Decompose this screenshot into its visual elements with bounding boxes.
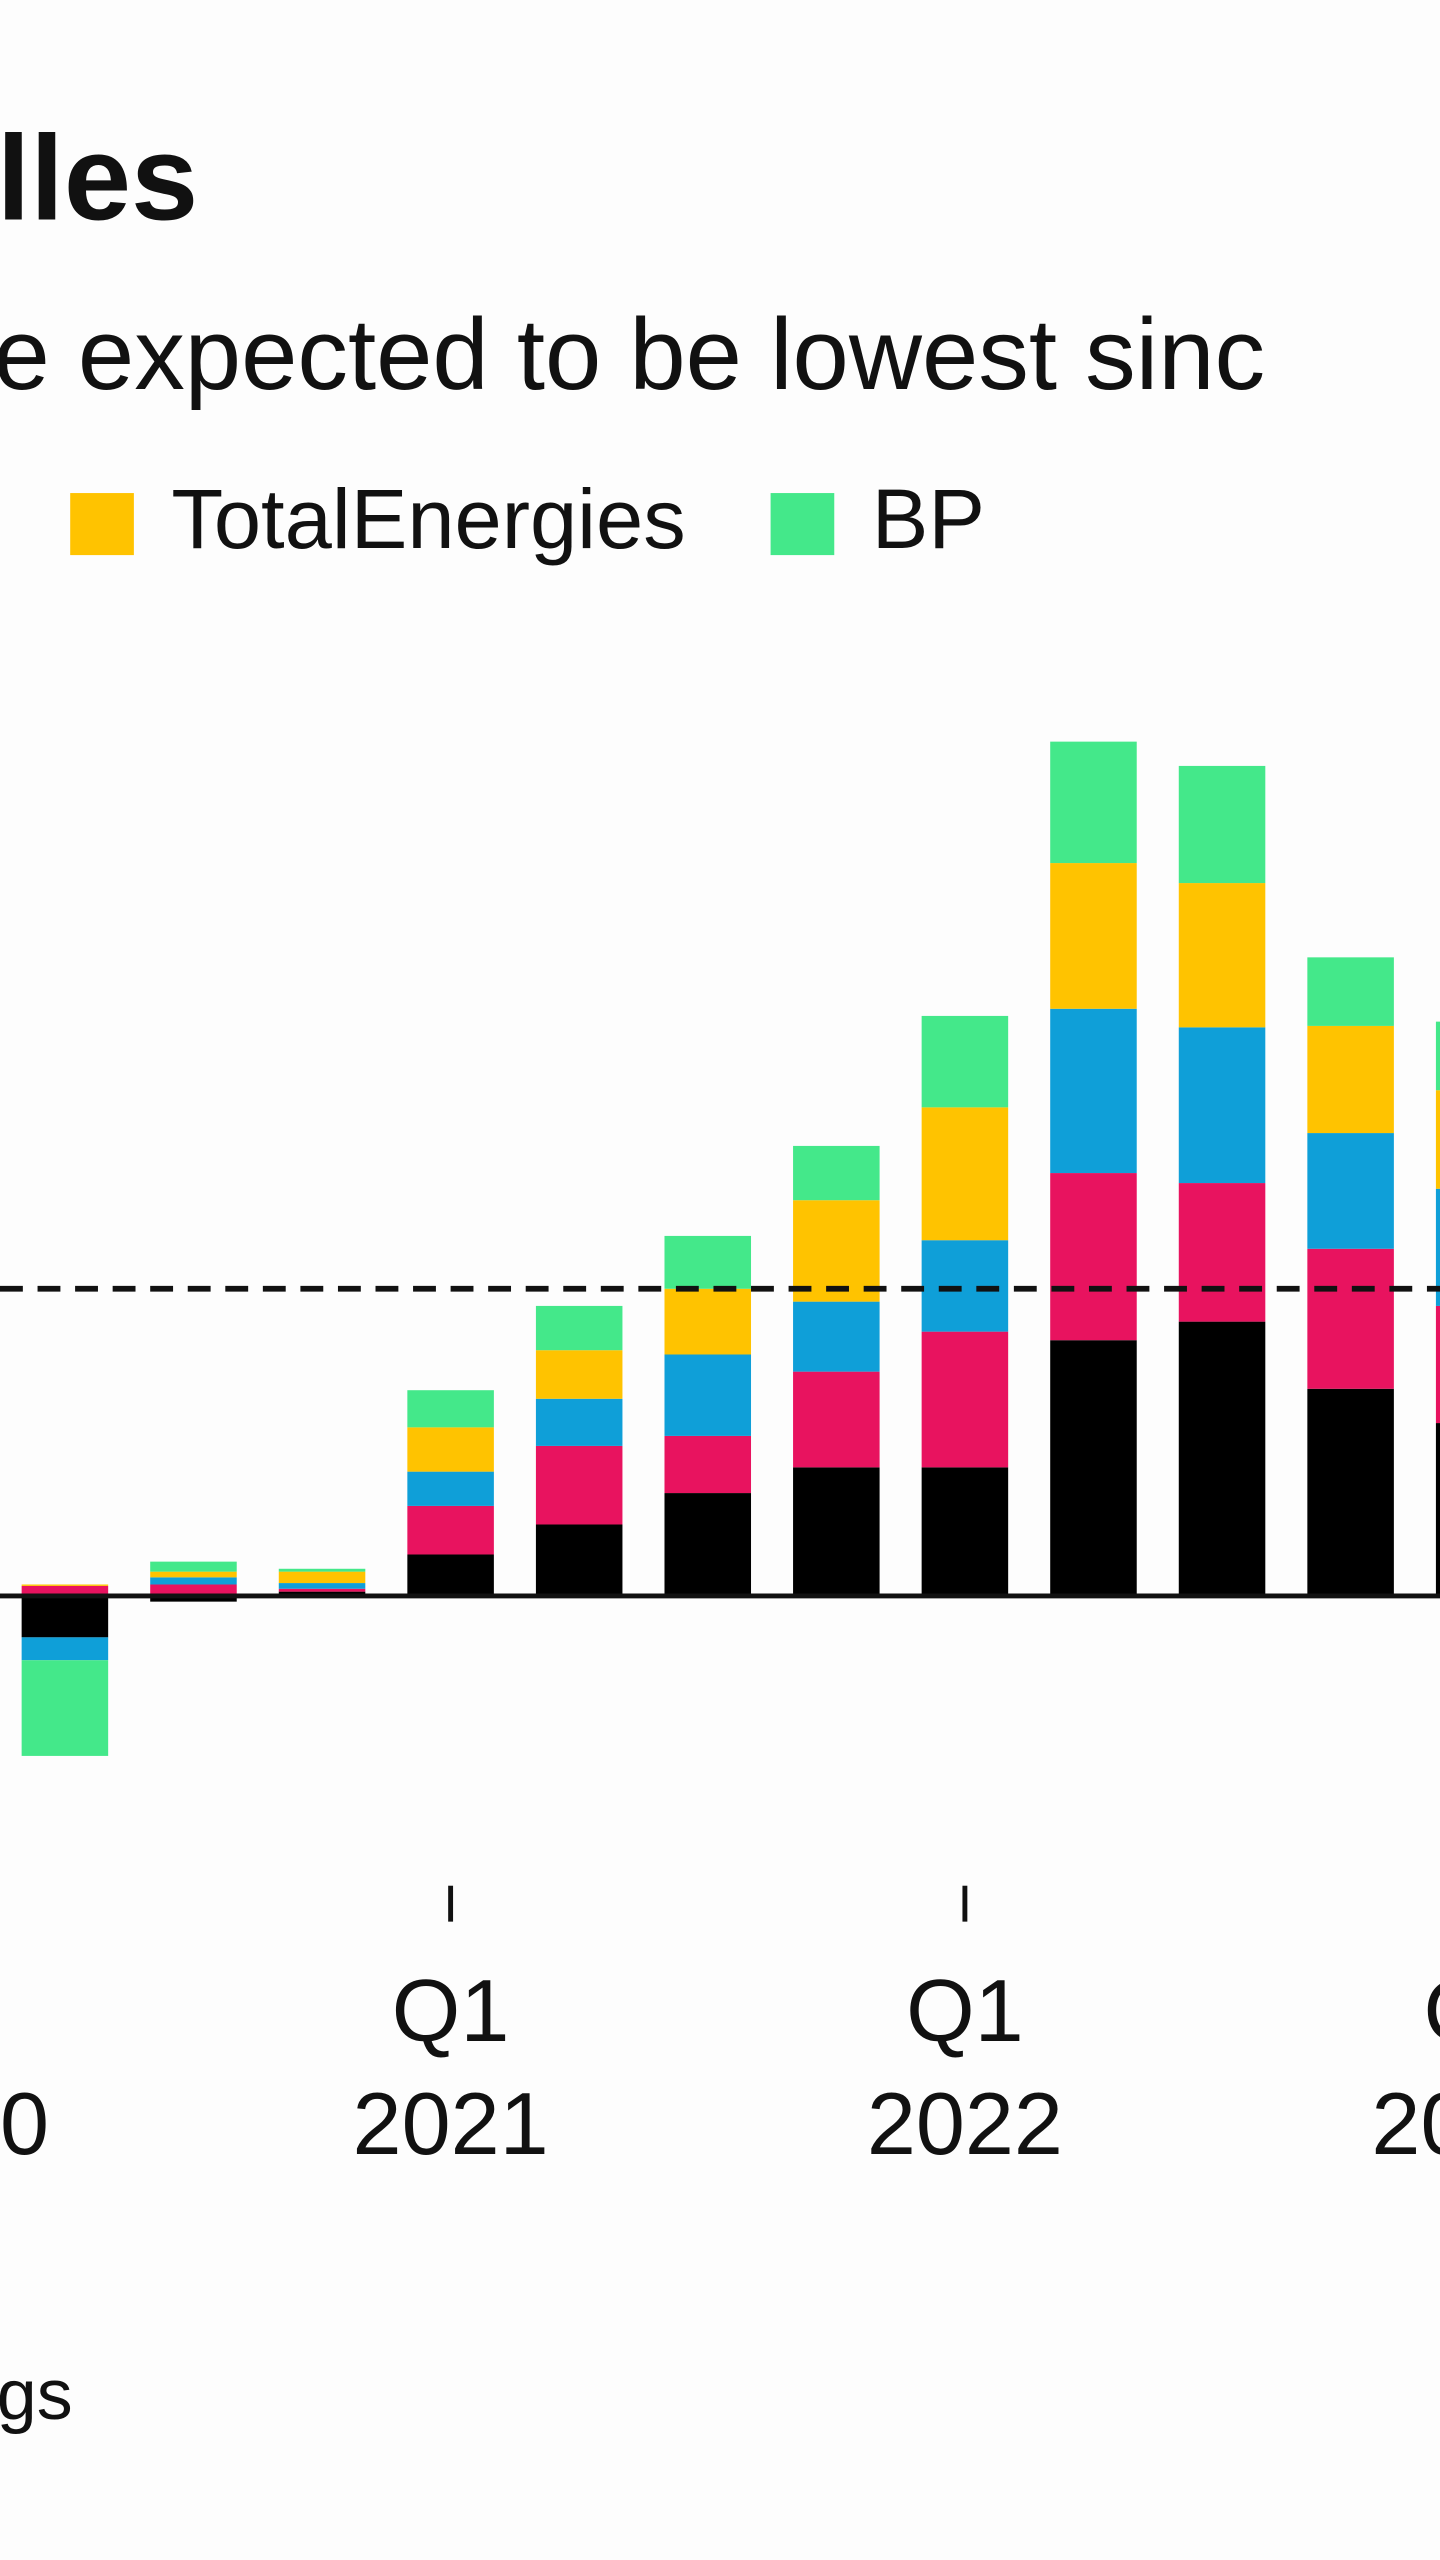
bar-segment [921, 1331, 1009, 1468]
bar-segment [1307, 1388, 1394, 1596]
bar-segment [150, 1577, 237, 1585]
bar-segment [1435, 1188, 1440, 1306]
legend-swatch [70, 493, 134, 556]
bar-segment [278, 1568, 366, 1572]
bar-segment [1307, 1133, 1394, 1249]
bar-segment [21, 1595, 109, 1638]
legend-label: BP [872, 471, 985, 566]
bar-segment [150, 1571, 237, 1578]
bar-segment [793, 1145, 880, 1201]
bar-segment [150, 1584, 237, 1596]
bar-segment [1178, 883, 1266, 1028]
bar-segment [21, 1584, 109, 1586]
legend-swatch [770, 493, 835, 556]
bar-segment [1307, 957, 1394, 1026]
bar-segment [664, 1288, 752, 1355]
bar-segment [793, 1301, 880, 1372]
bar-segment [535, 1398, 623, 1446]
bar-segment [793, 1371, 880, 1468]
bar-segment [21, 1637, 109, 1661]
x-tick-year: 2021 [353, 2074, 549, 2173]
bar-segment [664, 1435, 752, 1494]
bar-segment [535, 1350, 623, 1399]
bar-segment [664, 1235, 752, 1289]
x-tick-year: 20 [1371, 2074, 1440, 2173]
bar-segment [921, 1467, 1009, 1596]
bar-segment [1435, 1090, 1440, 1189]
bar-segment [21, 1660, 109, 1756]
bar-segment [1050, 863, 1137, 1009]
bar-segment [1435, 1305, 1440, 1424]
x-tick-label: Q [1424, 1961, 1440, 2060]
bar-segment [664, 1354, 752, 1436]
bar-segment [1050, 1340, 1137, 1596]
chart-title: lles [0, 111, 198, 246]
bar-segment [1050, 741, 1137, 864]
bar-segment [1050, 1008, 1137, 1174]
bar-segment [921, 1015, 1009, 1108]
bar-segment [278, 1571, 366, 1584]
bar-segment [793, 1200, 880, 1302]
bar-segment [1435, 1021, 1440, 1091]
bar-segment [407, 1427, 494, 1472]
bar-segment [1178, 765, 1266, 884]
x-tick-year: 0 [0, 2074, 49, 2173]
bar-segment [150, 1595, 237, 1602]
bar-segment [664, 1493, 752, 1596]
x-tick-year: 2022 [867, 2074, 1063, 2173]
bar-segment [407, 1390, 494, 1428]
bar-segment [278, 1588, 366, 1592]
bar-segment [1307, 1025, 1394, 1134]
bar-segment [407, 1471, 494, 1506]
bar-segment [1178, 1027, 1266, 1184]
legend-label: TotalEnergies [171, 471, 685, 566]
bar-segment [921, 1107, 1009, 1241]
x-tick-label: Q1 [392, 1961, 510, 2060]
bar-segment [407, 1554, 494, 1596]
bar-segment [150, 1561, 237, 1572]
bar-segment [1178, 1183, 1266, 1322]
bar-segment [1435, 1423, 1440, 1596]
bar-segment [278, 1583, 366, 1589]
bar-segment [535, 1305, 623, 1351]
bar-segment [793, 1467, 880, 1596]
bar-segment [1307, 1248, 1394, 1389]
bar-segment [21, 1585, 109, 1596]
bar-segment [407, 1505, 494, 1555]
bar-segment [535, 1524, 623, 1596]
chart-subtitle: e expected to be lowest sinc [0, 298, 1265, 411]
bar-segment [1050, 1173, 1137, 1341]
source: gs [0, 2355, 73, 2435]
x-tick-label: Q1 [906, 1961, 1024, 2060]
bar-segment [1178, 1321, 1266, 1596]
bar-segment [535, 1445, 623, 1525]
